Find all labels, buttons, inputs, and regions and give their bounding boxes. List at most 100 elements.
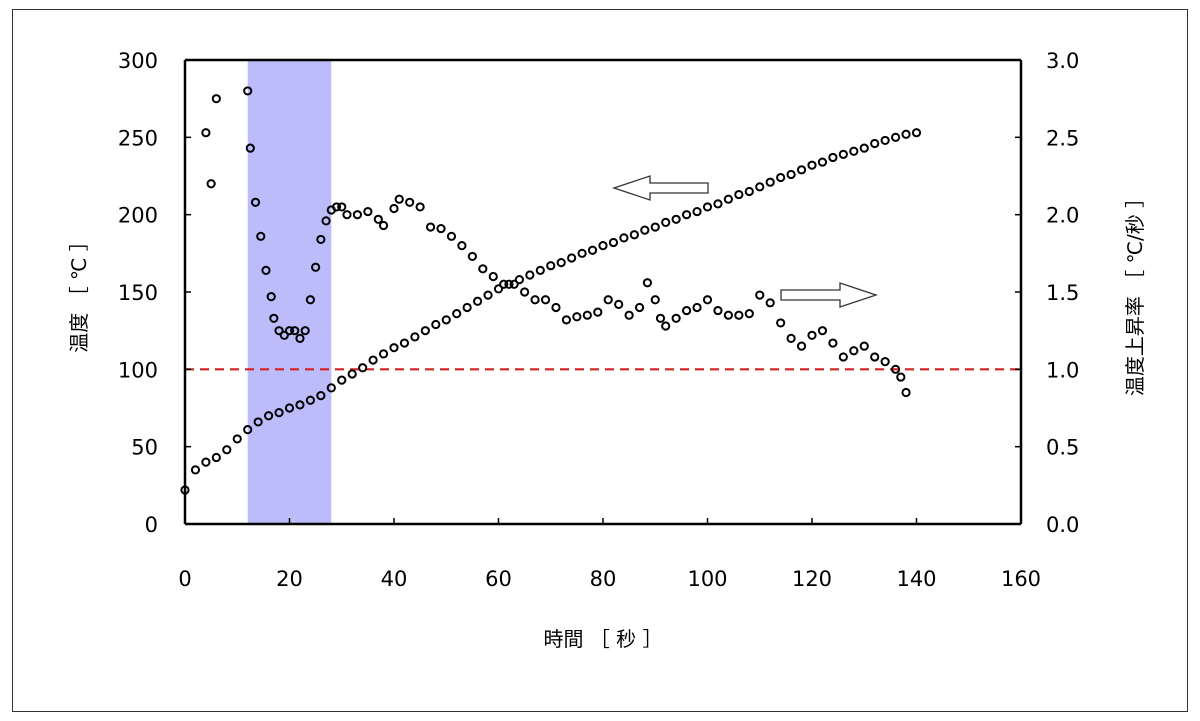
data-point <box>755 290 765 300</box>
data-point <box>896 372 906 382</box>
data-point <box>634 302 645 313</box>
data-point <box>420 326 430 336</box>
data-point <box>284 403 295 413</box>
data-point <box>661 217 671 227</box>
data-point <box>713 199 723 209</box>
data-point <box>284 326 295 336</box>
data-point <box>838 149 848 159</box>
data-point <box>493 284 504 294</box>
data-point <box>624 310 634 320</box>
y-right-tick-label: 2.5 <box>1046 126 1079 150</box>
data-point <box>389 203 399 214</box>
data-point <box>425 222 436 232</box>
data-point <box>859 341 869 351</box>
data-point <box>316 391 326 401</box>
data-point <box>337 375 347 385</box>
data-point <box>279 330 289 340</box>
data-point <box>368 355 378 365</box>
data-point <box>295 400 305 410</box>
data-point <box>457 241 467 251</box>
data-point <box>744 309 754 319</box>
data-point <box>849 146 859 156</box>
data-point <box>880 357 890 367</box>
x-axis-label: 時間 ［ 秒 ］ <box>543 627 662 651</box>
x-tick-label: 20 <box>276 567 303 591</box>
data-point <box>436 223 446 234</box>
data-point <box>467 251 477 262</box>
data-point <box>561 315 572 325</box>
data-point <box>572 312 582 322</box>
data-point <box>483 290 493 300</box>
data-point <box>473 296 483 306</box>
data-point <box>911 128 922 138</box>
data-point <box>671 214 681 224</box>
data-point <box>870 138 880 149</box>
y-left-tick-label: 0 <box>145 513 158 537</box>
data-point <box>640 225 650 235</box>
data-point <box>642 278 653 288</box>
data-point <box>499 279 509 289</box>
data-point <box>734 189 744 200</box>
data-point <box>253 417 263 427</box>
data-point <box>713 305 723 316</box>
data-point <box>880 135 890 146</box>
data-point <box>828 152 838 163</box>
data-point <box>786 333 796 343</box>
chart-frame <box>12 9 1188 712</box>
data-point <box>776 318 786 328</box>
data-point <box>266 292 276 302</box>
data-point <box>807 160 817 170</box>
data-point <box>786 169 796 180</box>
data-point <box>577 248 587 258</box>
data-point <box>614 299 624 309</box>
data-point <box>305 295 315 305</box>
data-point <box>431 319 441 330</box>
y-left-tick-label: 300 <box>118 49 158 73</box>
data-point <box>201 457 211 467</box>
y-right-tick-label: 2.0 <box>1046 204 1079 228</box>
y-right-tick-label: 1.0 <box>1046 358 1079 382</box>
data-point <box>530 295 540 305</box>
data-point <box>540 295 551 305</box>
data-point <box>180 485 190 495</box>
data-point <box>535 265 545 275</box>
data-point <box>405 197 415 207</box>
data-point <box>264 411 274 421</box>
x-tick-label: 40 <box>381 567 408 591</box>
data-point <box>891 364 901 374</box>
data-point <box>723 194 734 204</box>
data-point <box>723 310 734 320</box>
data-point <box>838 352 848 362</box>
data-point <box>478 264 488 274</box>
data-point <box>828 338 838 348</box>
data-point <box>849 346 859 356</box>
data-point <box>796 165 807 175</box>
highlight-band <box>247 60 332 524</box>
data-point <box>201 128 211 138</box>
data-point <box>682 210 692 220</box>
y-right-tick-label: 0.5 <box>1046 436 1079 460</box>
data-point <box>358 363 368 373</box>
data-point <box>337 202 347 212</box>
data-point <box>331 202 342 212</box>
data-point <box>462 302 472 313</box>
data-point <box>326 383 336 393</box>
data-point <box>190 465 201 475</box>
data-point <box>446 231 457 241</box>
data-point <box>608 237 619 248</box>
data-point <box>222 445 232 455</box>
data-point <box>250 197 261 207</box>
data-point <box>441 315 451 325</box>
data-point <box>796 341 807 351</box>
data-point <box>311 262 321 272</box>
data-point <box>352 210 363 220</box>
data-point <box>891 132 901 142</box>
y-left-tick-label: 150 <box>118 281 158 305</box>
data-point <box>290 326 300 336</box>
y-left-tick-label: 200 <box>118 204 158 228</box>
data-point <box>410 332 420 342</box>
data-point <box>274 326 284 336</box>
data-point <box>342 210 352 220</box>
data-point <box>373 214 383 224</box>
y-right-tick-label: 3.0 <box>1046 49 1079 73</box>
